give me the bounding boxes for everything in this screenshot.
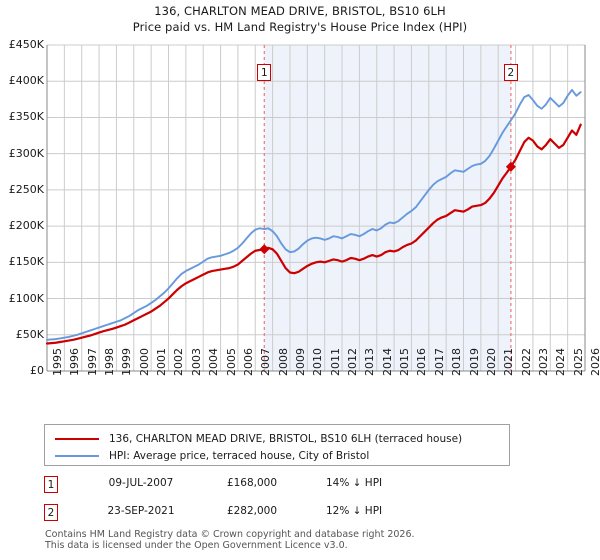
chart-title-block: 136, CHARLTON MEAD DRIVE, BRISTOL, BS10 … [0, 3, 600, 35]
x-axis-tick-label: 2025 [571, 348, 585, 376]
x-axis-tick-label: 2014 [380, 348, 394, 376]
x-axis-tick-label: 1996 [68, 348, 82, 376]
y-axis-tick-label: £150K [8, 255, 44, 269]
x-axis-tick-label: 2017 [432, 348, 446, 376]
transaction-date: 09-JUL-2007 [108, 477, 174, 489]
x-axis-tick-label: 2012 [346, 348, 360, 376]
x-axis-tick-label: 2000 [137, 348, 151, 376]
transaction-hpi-delta: 14% ↓ HPI [326, 477, 383, 489]
legend-color-swatch [55, 455, 99, 457]
x-axis-tick-label: 2015 [398, 348, 412, 376]
transaction-date: 23-SEP-2021 [107, 505, 175, 517]
page-title: 136, CHARLTON MEAD DRIVE, BRISTOL, BS10 … [154, 4, 446, 18]
x-axis-tick-label: 2002 [172, 348, 186, 376]
y-axis-tick-label: £0 [30, 364, 44, 377]
x-axis-tick-label: 2009 [293, 348, 307, 376]
legend-color-swatch [55, 438, 99, 440]
transaction-price: £282,000 [226, 505, 278, 517]
x-axis-tick-label: 1997 [85, 348, 99, 376]
transaction-point-marker [505, 161, 516, 172]
footer-line-1: Contains HM Land Registry data © Crown c… [45, 529, 415, 540]
legend-item: 136, CHARLTON MEAD DRIVE, BRISTOL, BS10 … [55, 431, 462, 447]
footer-line-2: This data is licensed under the Open Gov… [45, 540, 348, 551]
y-axis-tick-label: £300K [8, 146, 44, 160]
x-axis-tick-label: 2016 [415, 348, 429, 376]
legend-item: HPI: Average price, terraced house, City… [55, 448, 369, 464]
y-axis-tick-label: £450K [8, 38, 44, 51]
chart-legend: 136, CHARLTON MEAD DRIVE, BRISTOL, BS10 … [44, 424, 510, 466]
x-axis-tick-label: 2021 [502, 348, 516, 376]
event-marker-badge[interactable]: 1 [257, 64, 272, 81]
x-axis-tick-label: 2023 [536, 348, 550, 376]
x-axis-tick-label: 2011 [328, 348, 342, 376]
y-axis-tick-label: £200K [8, 219, 44, 233]
x-axis-tick-label: 2024 [554, 348, 568, 376]
y-axis-tick-label: £250K [8, 182, 44, 196]
x-axis-tick-label: 2010 [311, 348, 325, 376]
x-axis-tick-label: 2008 [276, 348, 290, 376]
x-axis-tick-label: 1998 [103, 348, 117, 376]
legend-item-label: HPI: Average price, terraced house, City… [109, 450, 370, 462]
x-axis-tick-label: 2026 [589, 348, 600, 376]
x-axis-tick-label: 2019 [467, 348, 481, 376]
y-axis-tick-label: £400K [8, 74, 44, 88]
event-marker-badge[interactable]: 2 [503, 64, 518, 81]
transaction-index-badge: 1 [44, 476, 58, 493]
hpi-average-line [46, 88, 582, 341]
x-axis-tick-label: 2018 [450, 348, 464, 376]
x-axis-tick-label: 2006 [241, 348, 255, 376]
x-axis-tick-label: 2003 [189, 348, 203, 376]
x-axis-tick-label: 2020 [484, 348, 498, 376]
y-axis-tick-label: £100K [8, 291, 44, 305]
x-axis-tick-label: 2013 [363, 348, 377, 376]
transaction-point-marker [259, 244, 270, 255]
transaction-hpi-delta: 12% ↓ HPI [326, 505, 383, 517]
x-axis-tick-label: 2004 [207, 348, 221, 376]
ownership-band [264, 45, 511, 371]
property-price-line [45, 123, 582, 345]
x-axis-tick-label: 2005 [224, 348, 238, 376]
x-axis-tick-label: 1995 [51, 348, 64, 376]
x-axis-tick-label: 1999 [120, 348, 134, 376]
transaction-price: £168,000 [226, 477, 278, 489]
plot-area [45, 44, 586, 372]
x-axis-tick-label: 2022 [519, 348, 533, 376]
legend-item-label: 136, CHARLTON MEAD DRIVE, BRISTOL, BS10 … [109, 433, 463, 445]
chart-subtitle: Price paid vs. HM Land Registry's House … [132, 20, 468, 34]
x-axis-tick-label: 2001 [155, 348, 169, 376]
transaction-index-badge: 2 [44, 504, 58, 521]
y-axis-tick-label: £50K [15, 327, 44, 341]
x-axis-tick-label: 2007 [259, 348, 273, 376]
y-axis-tick-label: £350K [8, 110, 44, 124]
footer-attribution: Contains HM Land Registry data © Crown c… [45, 529, 585, 551]
